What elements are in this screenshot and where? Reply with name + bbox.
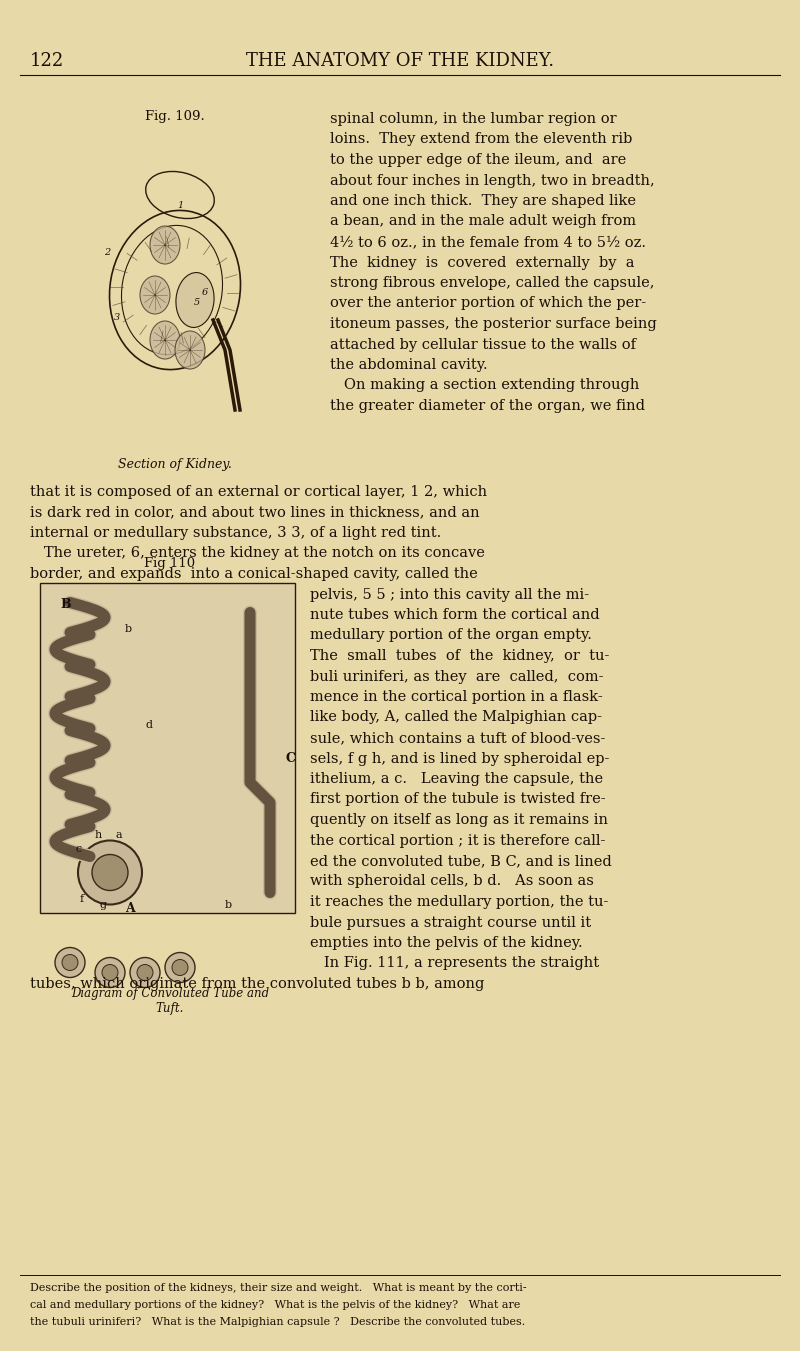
Text: sule, which contains a tuft of blood-ves-: sule, which contains a tuft of blood-ves… <box>310 731 606 744</box>
Text: quently on itself as long as it remains in: quently on itself as long as it remains … <box>310 813 608 827</box>
Text: 5: 5 <box>194 299 200 307</box>
Text: spinal column, in the lumbar region or: spinal column, in the lumbar region or <box>330 112 617 126</box>
Text: 3: 3 <box>114 313 120 322</box>
Text: it reaches the medullary portion, the tu-: it reaches the medullary portion, the tu… <box>310 894 608 909</box>
Circle shape <box>172 959 188 975</box>
Circle shape <box>165 952 195 982</box>
Text: over the anterior portion of which the per-: over the anterior portion of which the p… <box>330 296 646 311</box>
Circle shape <box>102 965 118 981</box>
Text: itoneum passes, the posterior surface being: itoneum passes, the posterior surface be… <box>330 317 657 331</box>
Text: A: A <box>125 902 134 916</box>
Text: first portion of the tubule is twisted fre-: first portion of the tubule is twisted f… <box>310 793 606 807</box>
Text: 1: 1 <box>177 201 183 209</box>
Text: sels, f g h, and is lined by spheroidal ep-: sels, f g h, and is lined by spheroidal … <box>310 751 610 766</box>
Text: like body, A, called the Malpighian cap-: like body, A, called the Malpighian cap- <box>310 711 602 724</box>
Text: The  kidney  is  covered  externally  by  a: The kidney is covered externally by a <box>330 255 634 269</box>
Text: In Fig. 111, a represents the straight: In Fig. 111, a represents the straight <box>310 957 599 970</box>
Text: C: C <box>285 753 295 766</box>
Text: tubes, which originate from the convoluted tubes b b, among: tubes, which originate from the convolut… <box>30 977 484 992</box>
Circle shape <box>55 947 85 978</box>
Text: to the upper edge of the ileum, and  are: to the upper edge of the ileum, and are <box>330 153 626 168</box>
Text: 122: 122 <box>30 51 64 70</box>
Text: a bean, and in the male adult weigh from: a bean, and in the male adult weigh from <box>330 215 636 228</box>
Text: the tubuli uriniferi?   What is the Malpighian capsule ?   Describe the convolut: the tubuli uriniferi? What is the Malpig… <box>30 1317 526 1327</box>
Ellipse shape <box>150 226 180 263</box>
Text: cal and medullary portions of the kidney?   What is the pelvis of the kidney?   : cal and medullary portions of the kidney… <box>30 1300 520 1310</box>
Text: Fig. 109.: Fig. 109. <box>145 109 205 123</box>
Text: bule pursues a straight course until it: bule pursues a straight course until it <box>310 916 591 929</box>
Text: ithelium, a c.   Leaving the capsule, the: ithelium, a c. Leaving the capsule, the <box>310 771 603 786</box>
Circle shape <box>137 965 153 981</box>
Text: empties into the pelvis of the kidney.: empties into the pelvis of the kidney. <box>310 936 582 950</box>
Text: 4½ to 6 oz., in the female from 4 to 5½ oz.: 4½ to 6 oz., in the female from 4 to 5½ … <box>330 235 646 249</box>
Text: f: f <box>80 894 84 905</box>
Text: Diagram of Convoluted Tube and
Tuft.: Diagram of Convoluted Tube and Tuft. <box>71 988 269 1015</box>
Text: buli uriniferi, as they  are  called,  com-: buli uriniferi, as they are called, com- <box>310 670 603 684</box>
Text: c: c <box>75 844 82 854</box>
Text: and one inch thick.  They are shaped like: and one inch thick. They are shaped like <box>330 195 636 208</box>
Circle shape <box>95 958 125 988</box>
Text: a: a <box>115 830 122 839</box>
Text: b: b <box>225 900 232 909</box>
Text: b: b <box>125 624 132 635</box>
Text: attached by cellular tissue to the walls of: attached by cellular tissue to the walls… <box>330 338 636 351</box>
Text: Section of Kidney.: Section of Kidney. <box>118 458 232 471</box>
Text: with spheroidal cells, b d.   As soon as: with spheroidal cells, b d. As soon as <box>310 874 594 889</box>
Ellipse shape <box>175 331 205 369</box>
Text: the cortical portion ; it is therefore call-: the cortical portion ; it is therefore c… <box>310 834 606 847</box>
Circle shape <box>78 840 142 905</box>
Text: ed the convoluted tube, B C, and is lined: ed the convoluted tube, B C, and is line… <box>310 854 612 867</box>
Text: the abdominal cavity.: the abdominal cavity. <box>330 358 488 372</box>
Text: mence in the cortical portion in a flask-: mence in the cortical portion in a flask… <box>310 690 602 704</box>
Text: The  small  tubes  of  the  kidney,  or  tu-: The small tubes of the kidney, or tu- <box>310 648 610 663</box>
Text: On making a section extending through: On making a section extending through <box>330 378 639 393</box>
Text: internal or medullary substance, 3 3, of a light red tint.: internal or medullary substance, 3 3, of… <box>30 526 442 540</box>
Text: 2: 2 <box>104 249 110 257</box>
Circle shape <box>130 958 160 988</box>
Text: Fig 110: Fig 110 <box>145 558 195 570</box>
Text: g: g <box>100 900 107 909</box>
Text: about four inches in length, two in breadth,: about four inches in length, two in brea… <box>330 173 654 188</box>
Text: The ureter, 6, enters the kidney at the notch on its concave: The ureter, 6, enters the kidney at the … <box>30 547 485 561</box>
Circle shape <box>92 854 128 890</box>
Ellipse shape <box>150 322 180 359</box>
Text: Describe the position of the kidneys, their size and weight.   What is meant by : Describe the position of the kidneys, th… <box>30 1283 526 1293</box>
Circle shape <box>62 955 78 970</box>
Text: strong fibrous envelope, called the capsule,: strong fibrous envelope, called the caps… <box>330 276 654 290</box>
Text: pelvis, 5 5 ; into this cavity all the mi-: pelvis, 5 5 ; into this cavity all the m… <box>310 588 589 601</box>
Text: B: B <box>60 597 70 611</box>
Text: medullary portion of the organ empty.: medullary portion of the organ empty. <box>310 628 592 643</box>
Text: that it is composed of an external or cortical layer, 1 2, which: that it is composed of an external or co… <box>30 485 487 499</box>
Text: nute tubes which form the cortical and: nute tubes which form the cortical and <box>310 608 600 621</box>
FancyBboxPatch shape <box>40 582 295 912</box>
Text: the greater diameter of the organ, we find: the greater diameter of the organ, we fi… <box>330 399 645 413</box>
Ellipse shape <box>176 273 214 327</box>
Text: loins.  They extend from the eleventh rib: loins. They extend from the eleventh rib <box>330 132 632 146</box>
Text: is dark red in color, and about two lines in thickness, and an: is dark red in color, and about two line… <box>30 505 480 520</box>
Text: h: h <box>95 830 102 839</box>
Text: THE ANATOMY OF THE KIDNEY.: THE ANATOMY OF THE KIDNEY. <box>246 51 554 70</box>
Text: 6: 6 <box>202 288 208 297</box>
Ellipse shape <box>140 276 170 313</box>
Text: d: d <box>145 720 152 730</box>
Text: border, and expands  into a conical-shaped cavity, called the: border, and expands into a conical-shape… <box>30 567 478 581</box>
